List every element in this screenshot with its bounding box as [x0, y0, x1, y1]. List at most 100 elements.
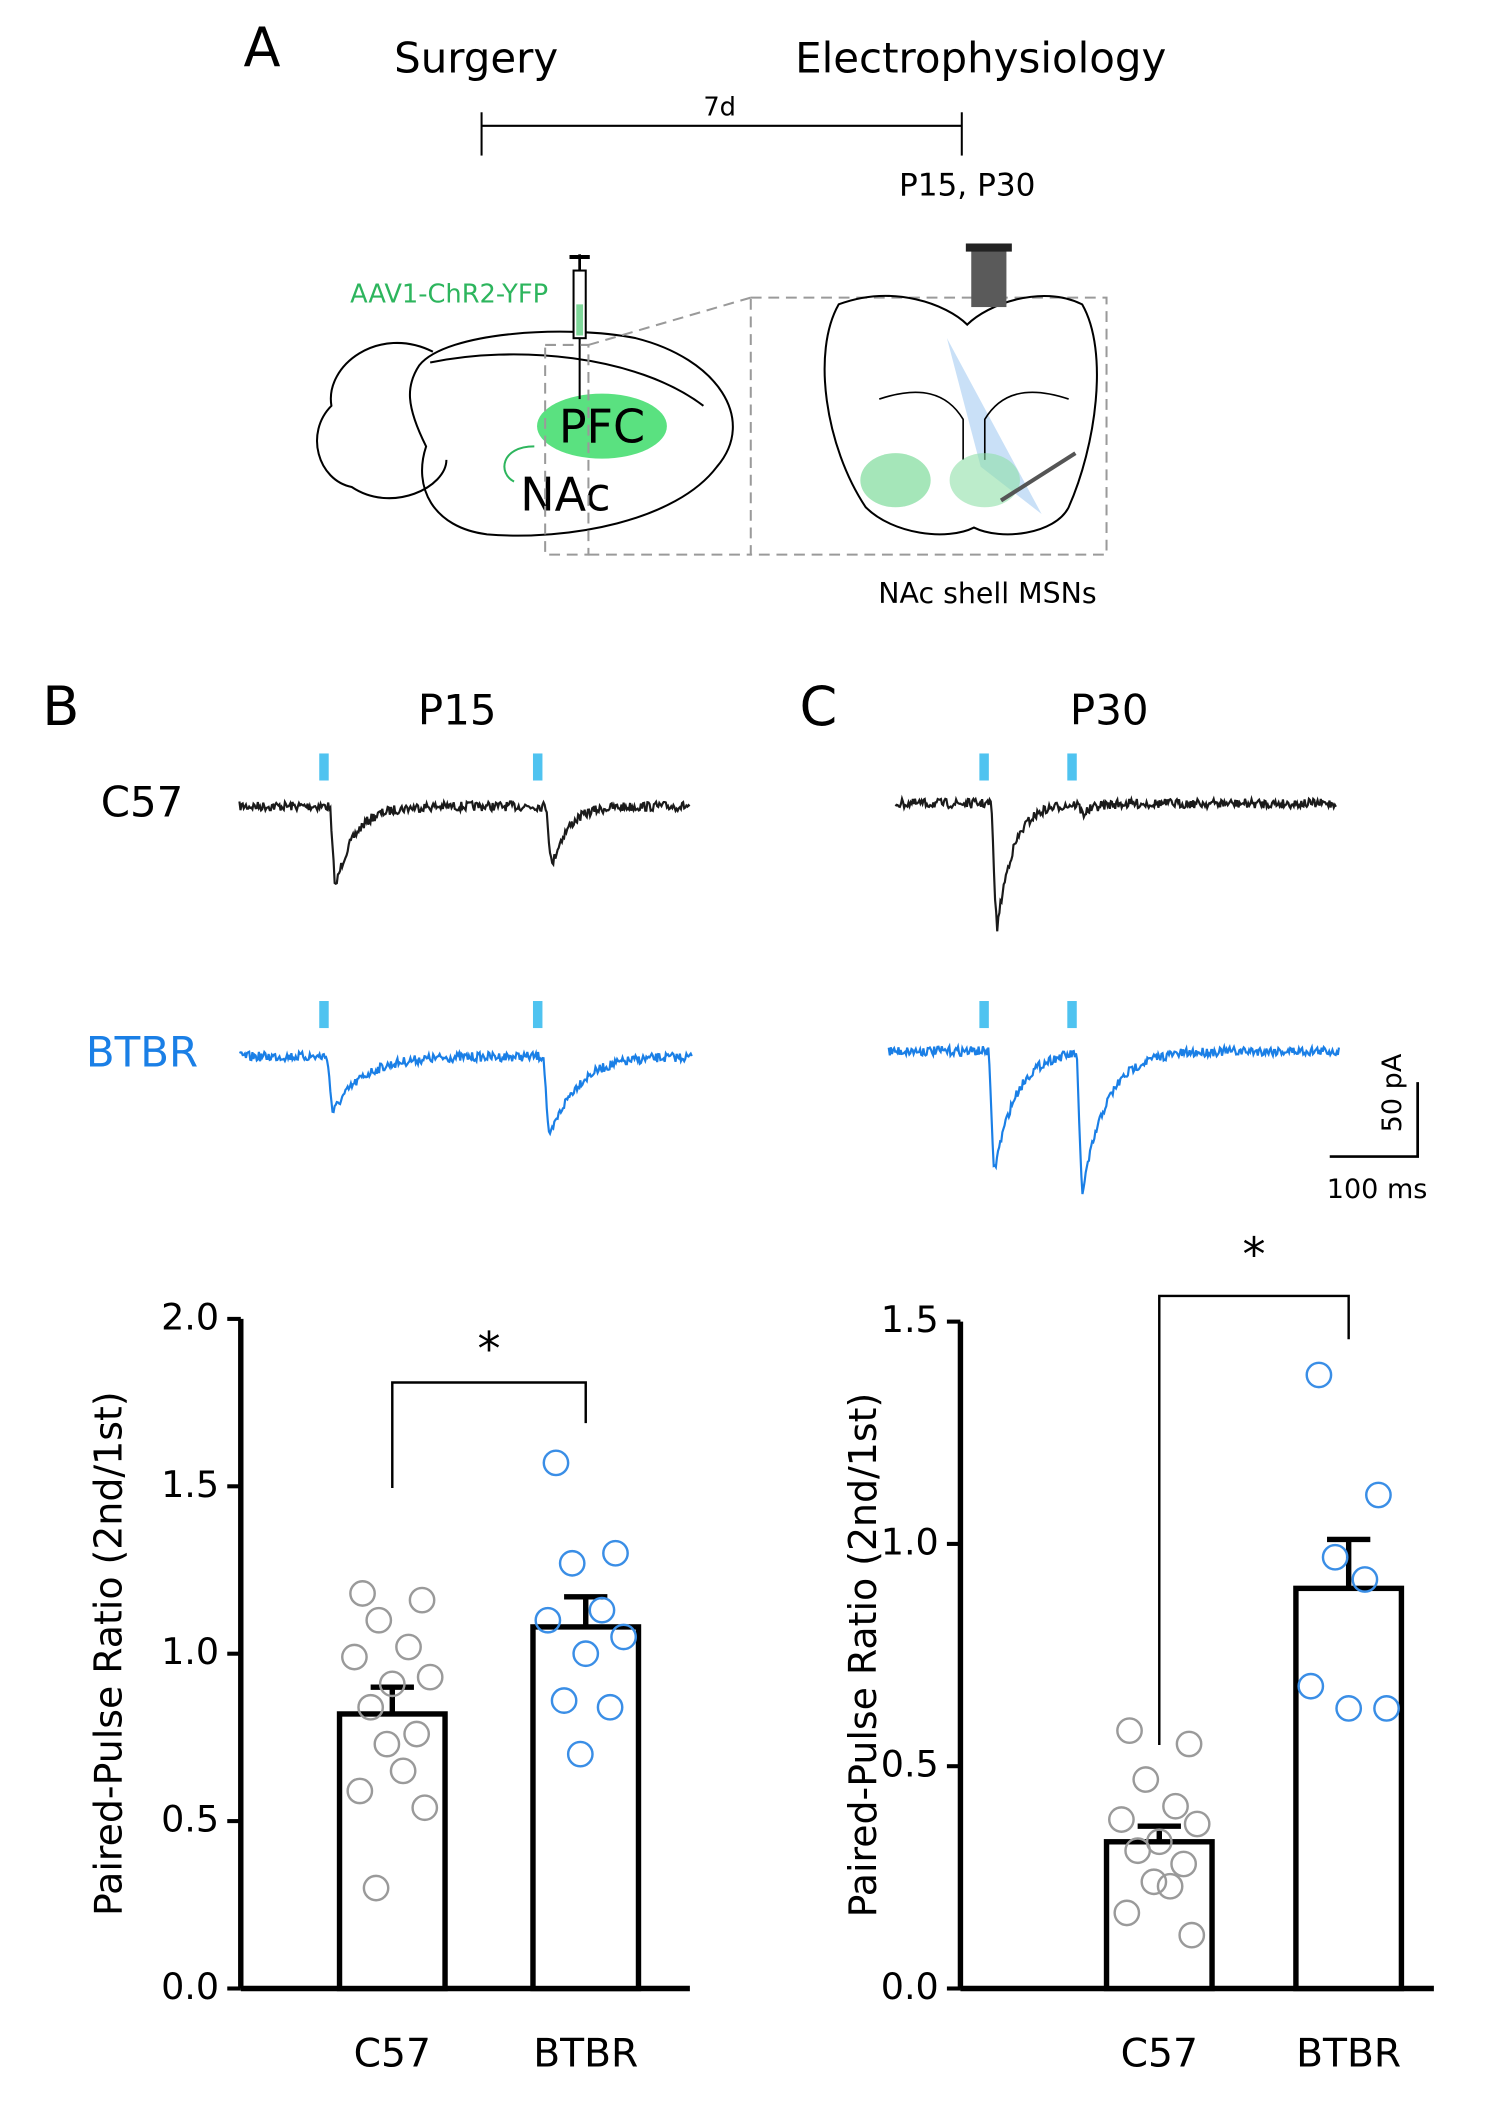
significance-bracket [1158, 1294, 1350, 1746]
data-point [602, 1539, 629, 1567]
data-point [1124, 1837, 1152, 1865]
x-tick-label: C57 [354, 2032, 431, 2077]
coronal-slice [823, 243, 1098, 536]
panel-title: P30 [1070, 685, 1149, 734]
injection-site: PFC [559, 400, 645, 454]
data-point [1305, 1361, 1333, 1389]
data-point [566, 1740, 594, 1768]
light-pulse [1067, 753, 1077, 781]
data-point [403, 1720, 431, 1748]
data-point [572, 1640, 600, 1668]
panel-label: B [42, 675, 79, 738]
projection-arrow [503, 445, 535, 483]
y-tick-label: 0.0 [881, 1965, 939, 2008]
light-pulse [532, 1001, 543, 1029]
bar-chart: 0.0 0.5 1.0 1.5 Paired-Pulse Ratio (2nd/1st)… [841, 1228, 1434, 2077]
recorded-cells: NAc shell MSNs [878, 577, 1096, 610]
light-pulse [532, 753, 543, 781]
y-tick-label: 0.5 [881, 1743, 939, 1786]
bar [1293, 1585, 1405, 1992]
light-pulse [319, 1001, 329, 1029]
x-tick-label: BTBR [1296, 2032, 1401, 2077]
interval: 7d [703, 93, 736, 123]
trace [887, 1042, 1340, 1195]
scale-y: 50 pA [1377, 1053, 1408, 1132]
timeline [480, 112, 963, 156]
strain-label: BTBR [86, 1028, 198, 1077]
data-point [357, 1693, 385, 1721]
scale-bar [1329, 1082, 1420, 1158]
light-pulse [979, 1001, 989, 1029]
light-pulse [319, 753, 329, 781]
data-point [411, 1794, 439, 1822]
data-point [408, 1586, 436, 1614]
y-tick-label: 2.0 [161, 1295, 219, 1338]
data-point [378, 1670, 406, 1698]
significance-label: * [1242, 1228, 1265, 1282]
zoom-box [544, 296, 1108, 556]
data-point [389, 1757, 417, 1785]
y-tick-label: 0.0 [161, 1965, 219, 2008]
data-point [1321, 1543, 1349, 1571]
data-point [1113, 1899, 1141, 1927]
data-point [1132, 1766, 1160, 1793]
x-tick-label: BTBR [533, 2032, 638, 2077]
trace [238, 798, 691, 885]
y-tick-label: 1.0 [161, 1630, 219, 1673]
data-point [550, 1687, 578, 1714]
y-tick-label: 0.5 [161, 1798, 219, 1841]
strain-label: C57 [101, 777, 184, 826]
significance-label: * [478, 1322, 501, 1376]
x-tick-label: C57 [1121, 2032, 1198, 2077]
data-point [1170, 1850, 1198, 1878]
ages: P15, P30 [899, 168, 1035, 204]
bar [530, 1624, 642, 1992]
y-tick-label: 1.5 [161, 1463, 219, 1506]
scale-x: 100 ms [1327, 1174, 1428, 1205]
data-point [373, 1730, 401, 1758]
trace [238, 1048, 693, 1137]
y-tick-label: 1.0 [881, 1520, 939, 1563]
data-point [588, 1596, 616, 1624]
light-pulse [1067, 1001, 1077, 1029]
data-point [346, 1777, 374, 1805]
timeline-start: Surgery [394, 33, 558, 82]
trace [894, 794, 1337, 932]
data-point [596, 1693, 624, 1721]
syringe [569, 254, 590, 400]
data-point [1365, 1481, 1392, 1509]
target-region: NAc [520, 467, 610, 521]
data-point [349, 1580, 376, 1607]
timeline-end: Electrophysiology [795, 33, 1166, 82]
data-point [1162, 1792, 1189, 1820]
data-point [610, 1623, 637, 1651]
data-point [395, 1633, 422, 1661]
pfc-glow [537, 393, 667, 459]
data-point [1156, 1872, 1184, 1900]
data-point [1108, 1806, 1135, 1833]
bar-chart: 0.0 0.5 1.0 1.5 2.0 Paired-Pulse Ratio (2nd/1… [86, 1295, 690, 2077]
y-axis-label: Paired-Pulse Ratio (2nd/1st) [841, 1393, 885, 1918]
panel-title: P15 [418, 685, 497, 734]
bar [336, 1711, 448, 1992]
light-pulse [979, 753, 989, 781]
data-point [362, 1874, 390, 1902]
traces [238, 753, 1340, 1195]
significance-bracket [391, 1381, 587, 1488]
data-point [341, 1643, 368, 1671]
data-point [1178, 1921, 1206, 1949]
data-point [1183, 1810, 1211, 1838]
data-point [416, 1663, 444, 1691]
data-point [1335, 1695, 1363, 1722]
data-point [1297, 1672, 1325, 1700]
data-point [542, 1449, 570, 1477]
data-point [1351, 1566, 1379, 1593]
panel-label: C [800, 675, 838, 738]
data-point [365, 1606, 393, 1634]
data-point [558, 1549, 586, 1577]
y-axis-label: Paired-Pulse Ratio (2nd/1st) [86, 1391, 130, 1916]
y-tick-label: 1.5 [881, 1298, 939, 1341]
panel-label: A [243, 16, 280, 79]
